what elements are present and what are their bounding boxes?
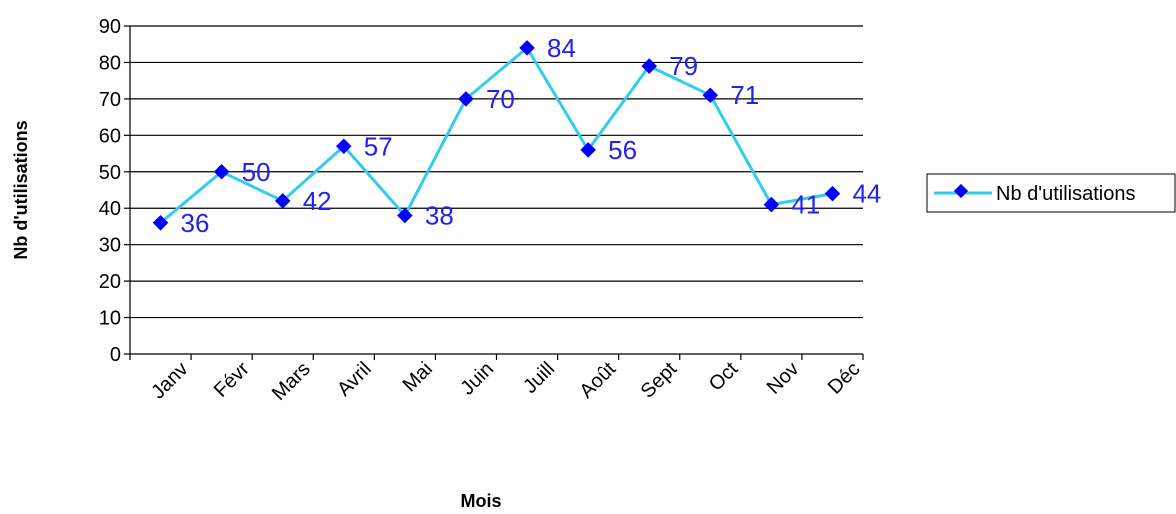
x-tick-label: Juin [457,358,499,400]
legend-label: Nb d'utilisations [996,183,1135,205]
y-tick-label: 90 [99,16,121,38]
data-label: 50 [242,157,271,187]
data-label: 56 [608,135,637,165]
data-marker [397,207,413,224]
data-marker [763,196,780,213]
x-tick-label: Avril [333,358,376,401]
data-marker [213,163,230,180]
y-tick-label: 20 [99,271,121,293]
y-tick-label: 30 [99,235,121,257]
legend: Nb d'utilisations [926,173,1176,213]
data-label: 79 [669,51,698,81]
series-line [159,46,833,224]
y-tick-label: 70 [99,89,121,111]
data-label: 38 [425,201,454,231]
x-tick-label: Juill [519,358,559,398]
y-tick-label: 60 [99,125,121,147]
x-tick-label: Déc [824,358,865,399]
x-tick-labels: Janv Févr Mars Avril Mai Juin Juill Août Sept Oct… [147,358,864,405]
data-label: 70 [486,84,515,114]
y-tick-label: 0 [110,344,121,366]
data-marker [336,138,352,155]
data-marker [824,185,841,202]
data-label: 42 [303,186,332,216]
y-tick-label: 50 [99,162,121,184]
x-tick-label: Sept [637,358,682,403]
legend-marker-swatch [953,183,969,199]
data-label: 84 [547,33,576,63]
data-marker [152,215,169,231]
y-axis-title: Nb d'utilisations [11,120,31,259]
x-tick-label: Févr [210,358,254,402]
y-tick-label: 10 [99,308,121,330]
data-label: 36 [181,208,210,238]
x-axis-title: Mois [460,491,501,509]
x-tick-label: Mai [399,358,437,396]
data-label: 71 [730,80,759,110]
data-marker [580,142,596,158]
y-tick-label: 80 [99,52,121,74]
y-tick-labels: 0 10 20 30 40 50 60 70 80 90 [99,16,121,366]
data-labels: 36 50 42 57 38 70 84 56 79 71 41 44 [181,33,882,238]
x-tick-label: Janv [147,358,192,403]
x-tick-label: Nov [763,358,804,399]
data-marker [702,87,719,104]
x-tick-label: Mars [268,358,315,405]
x-tick-label: Août [576,358,621,403]
x-tick-label: Oct [705,358,743,396]
data-label: 57 [364,131,393,161]
axes [124,25,864,360]
data-marker [274,193,291,209]
data-label: 44 [852,179,881,209]
y-tick-label: 40 [99,198,121,220]
series-line-path [159,46,833,224]
data-label: 41 [791,190,820,220]
grid-lines [130,25,863,319]
